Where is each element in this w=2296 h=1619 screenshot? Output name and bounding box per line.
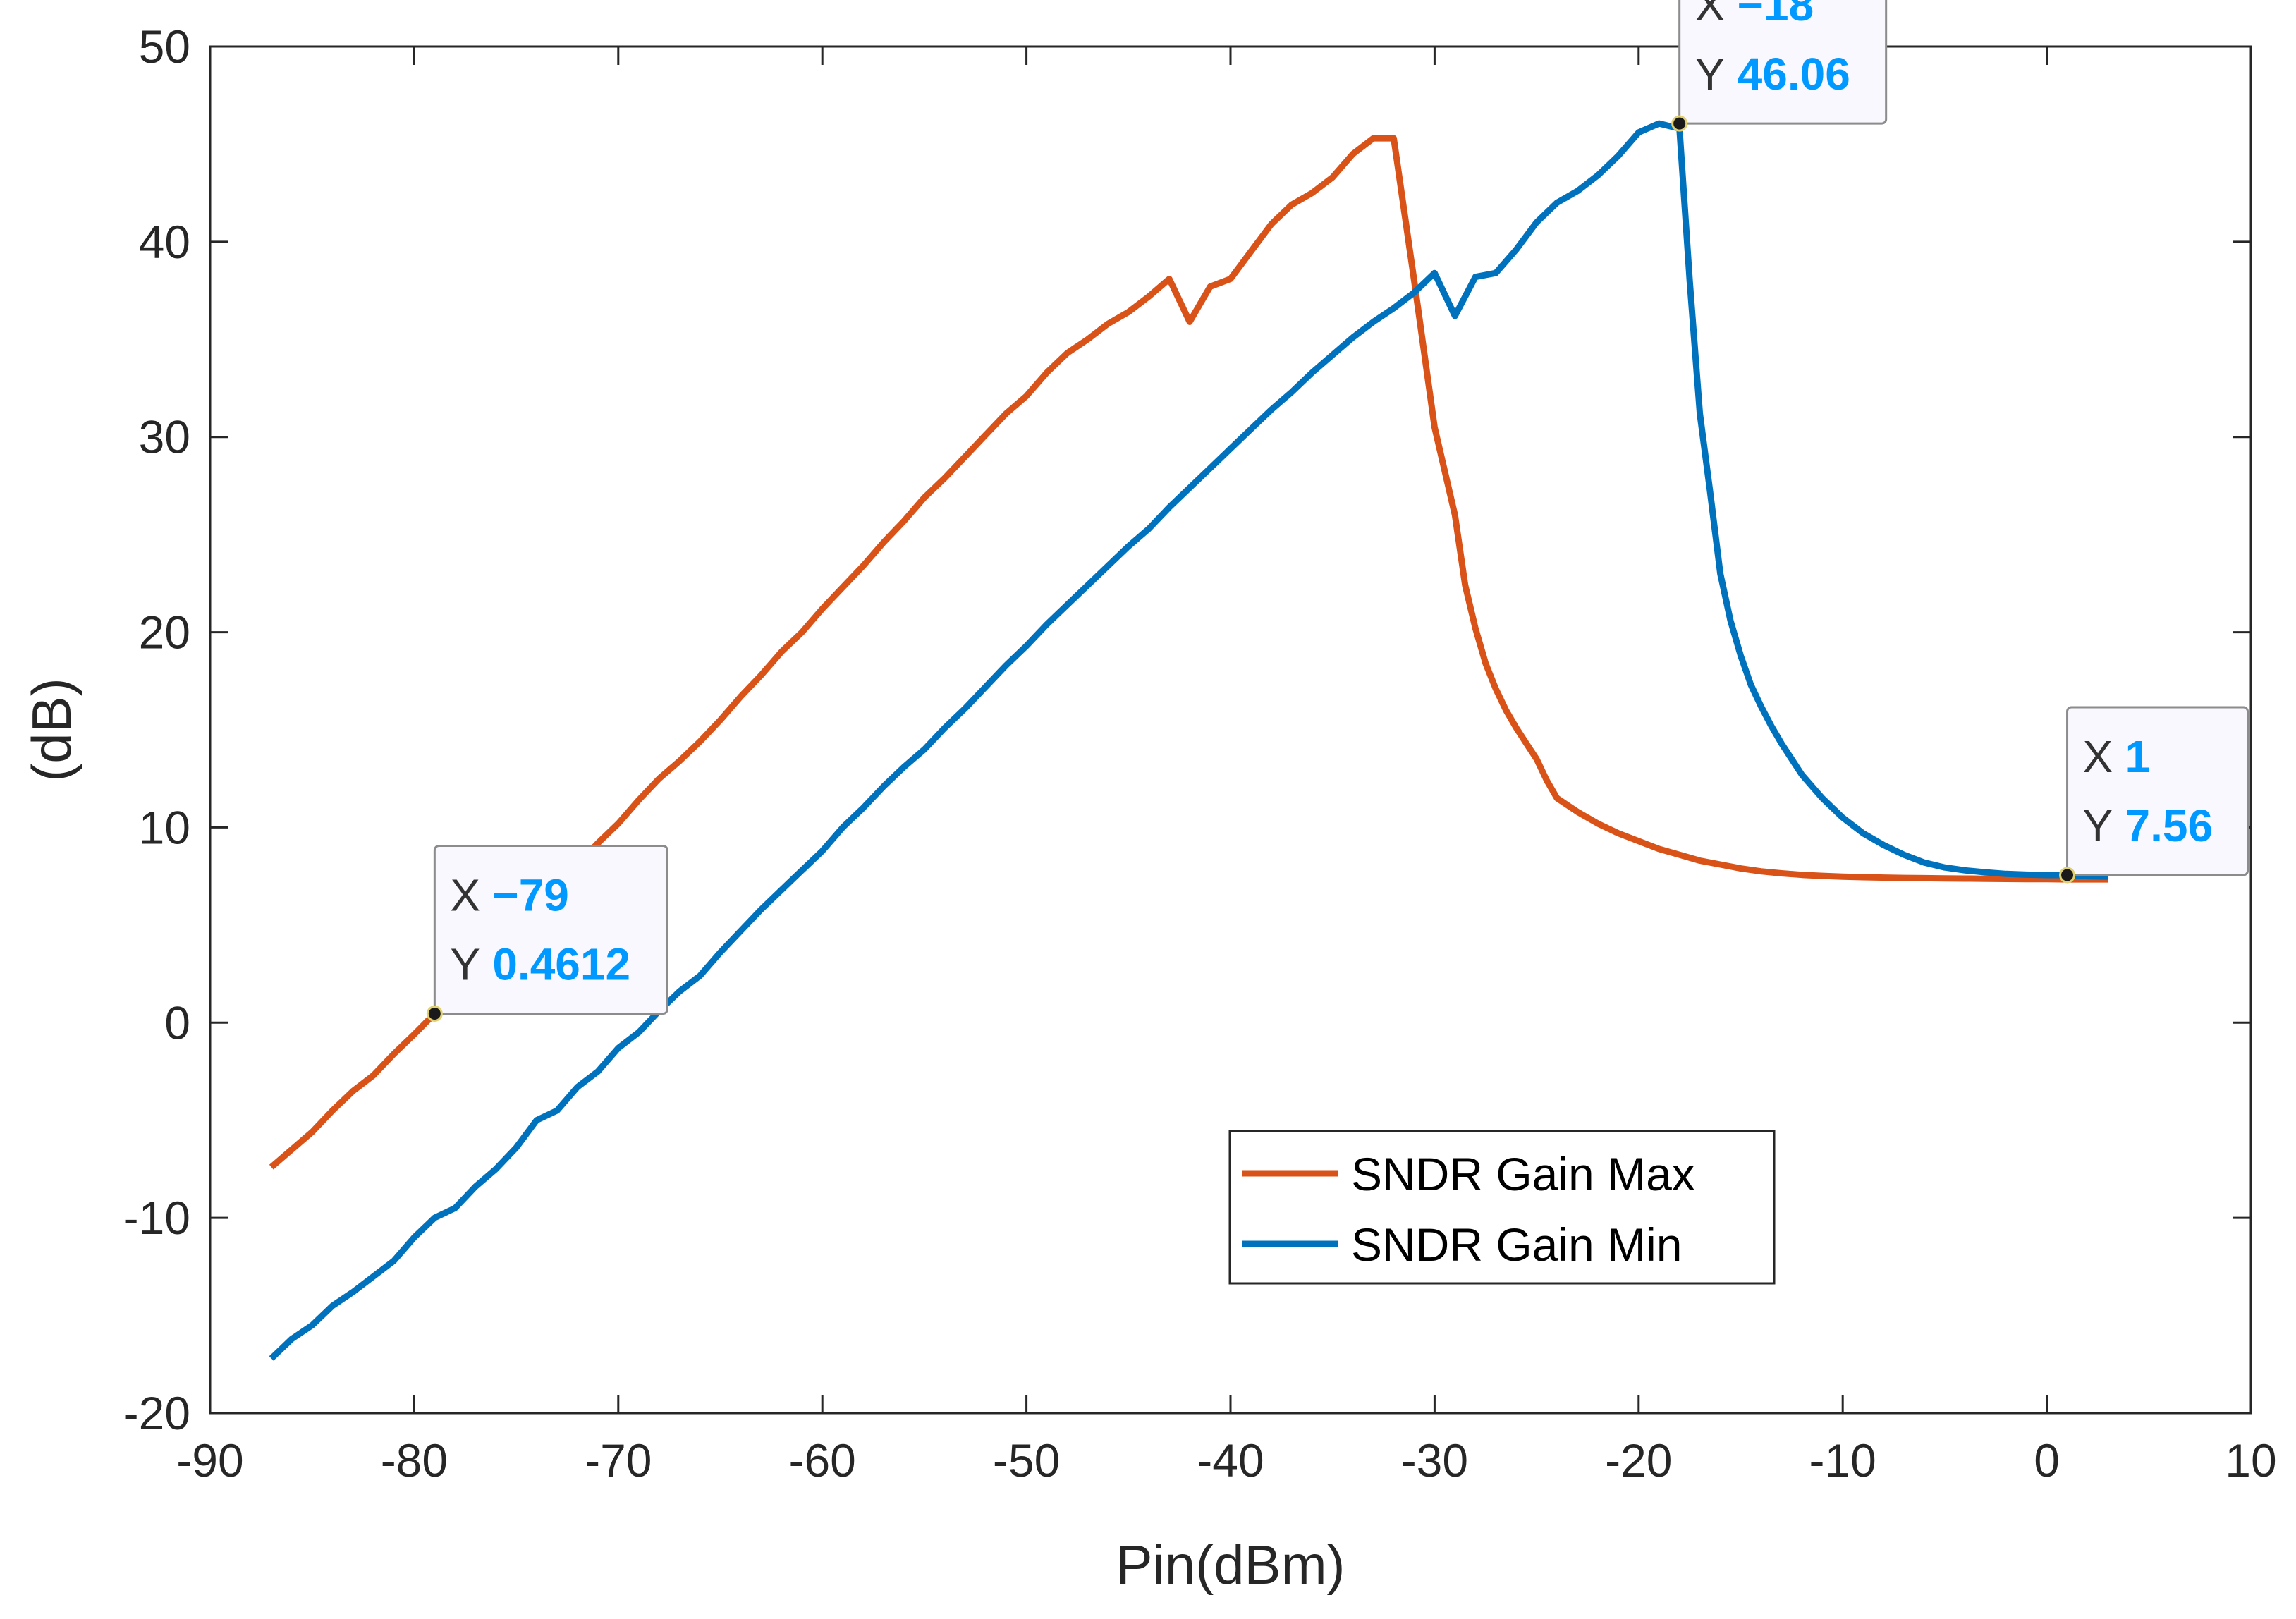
x-tick-label: -50 (993, 1434, 1060, 1486)
y-tick-label: 40 (139, 216, 190, 268)
y-tick-label: 50 (139, 20, 190, 73)
x-tick-label: -70 (585, 1434, 652, 1486)
datatip-marker (426, 1006, 443, 1022)
y-tick-label: -20 (123, 1387, 190, 1439)
x-tick-label: -90 (176, 1434, 243, 1486)
x-tick-label: -30 (1401, 1434, 1468, 1486)
datatip-x-key: X (450, 870, 480, 921)
datatip-box (433, 845, 668, 1015)
x-tick-label: -60 (789, 1434, 856, 1486)
ticks-layer: -90 -80 -70 -60 -50 -40 -30 -20 -10 0 10 -20 -10 0 10 2… (123, 20, 2277, 1486)
datatip: X −18 Y 46.06 (1671, 0, 1888, 132)
datatip-y-value: 0.4612 (492, 939, 630, 990)
legend-label-min: SNDR Gain Min (1351, 1218, 1682, 1271)
x-tick-label: -20 (1605, 1434, 1672, 1486)
datatip-y-key: Y (2083, 800, 2113, 851)
x-tick-label: -40 (1197, 1434, 1264, 1486)
datatip: X −79Y 0.4612 (426, 845, 668, 1022)
datatip-box (2066, 706, 2249, 876)
datatip-marker (2059, 867, 2076, 884)
y-tick-label: -10 (123, 1192, 190, 1244)
datatip-y-value: 46.06 (1738, 49, 1850, 99)
datatip-x-key: X (1695, 0, 1726, 30)
datatip-box (1678, 0, 1888, 125)
x-tick-label: 10 (2225, 1434, 2276, 1486)
datatip-x-value: −18 (1738, 0, 1814, 30)
datatip-x-value: 1 (2125, 731, 2151, 782)
y-tick-label: 0 (164, 996, 190, 1049)
datatip: X 1Y 7.56 (2059, 706, 2249, 884)
y-tick-label: 30 (139, 411, 190, 463)
datatip-y-key: Y (1695, 49, 1726, 99)
datatip-y-key: Y (450, 939, 480, 990)
legend: SNDR Gain Max SNDR Gain Min (1228, 1130, 1776, 1285)
datatip-x-key: X (2083, 731, 2113, 782)
legend-box (1228, 1130, 1776, 1285)
datatip-y-value: 7.56 (2125, 800, 2213, 851)
x-tick-label: 0 (2034, 1434, 2060, 1486)
y-tick-label: 20 (139, 606, 190, 659)
legend-label-max: SNDR Gain Max (1351, 1148, 1695, 1200)
series-line-gain-min (269, 120, 2108, 1361)
y-axis-label: (dB) (20, 678, 83, 781)
x-axis-label: Pin(dBm) (1116, 1534, 1345, 1596)
x-tick-label: -10 (1809, 1434, 1876, 1486)
y-tick-label: 10 (139, 801, 190, 853)
datatip-x-value: −79 (492, 870, 569, 921)
datatip-marker (1671, 115, 1688, 132)
x-tick-label: -80 (381, 1434, 448, 1486)
